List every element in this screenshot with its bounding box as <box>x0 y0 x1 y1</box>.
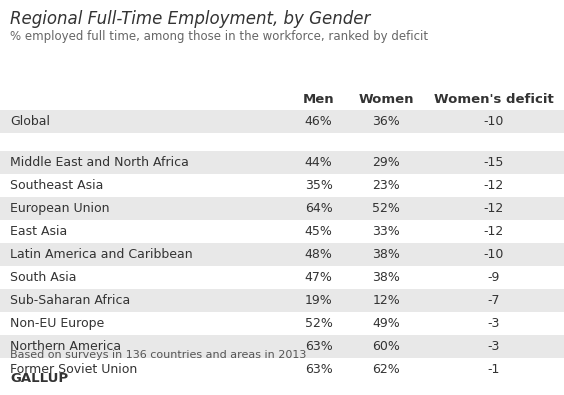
Text: 63%: 63% <box>305 340 333 353</box>
Text: -12: -12 <box>483 179 504 192</box>
Text: GALLUP: GALLUP <box>10 372 68 385</box>
Text: -12: -12 <box>483 202 504 215</box>
Text: Global: Global <box>10 115 50 128</box>
Text: 62%: 62% <box>372 363 400 376</box>
Text: Latin America and Caribbean: Latin America and Caribbean <box>10 248 193 261</box>
Text: -1: -1 <box>487 363 500 376</box>
Text: Based on surveys in 136 countries and areas in 2013: Based on surveys in 136 countries and ar… <box>10 350 306 360</box>
Text: 19%: 19% <box>305 294 333 307</box>
Text: Middle East and North Africa: Middle East and North Africa <box>10 156 189 169</box>
Text: 38%: 38% <box>372 271 400 284</box>
Text: Sub-Saharan Africa: Sub-Saharan Africa <box>10 294 130 307</box>
Text: 36%: 36% <box>372 115 400 128</box>
Bar <box>0 335 564 358</box>
Text: Non-EU Europe: Non-EU Europe <box>10 317 104 330</box>
Text: 64%: 64% <box>305 202 333 215</box>
Text: Regional Full-Time Employment, by Gender: Regional Full-Time Employment, by Gender <box>10 10 371 28</box>
Text: 12%: 12% <box>372 294 400 307</box>
Text: -3: -3 <box>487 317 500 330</box>
Text: -10: -10 <box>483 248 504 261</box>
Text: 52%: 52% <box>372 202 400 215</box>
Text: 46%: 46% <box>305 115 333 128</box>
Text: 44%: 44% <box>305 156 333 169</box>
Text: -10: -10 <box>483 115 504 128</box>
Text: 33%: 33% <box>372 225 400 238</box>
Text: Former Soviet Union: Former Soviet Union <box>10 363 138 376</box>
Text: 63%: 63% <box>305 363 333 376</box>
Text: -9: -9 <box>487 271 500 284</box>
Text: -7: -7 <box>487 294 500 307</box>
Bar <box>0 243 564 266</box>
Bar <box>0 151 564 174</box>
Text: 60%: 60% <box>372 340 400 353</box>
Text: 49%: 49% <box>372 317 400 330</box>
Text: -15: -15 <box>483 156 504 169</box>
Text: Women: Women <box>359 93 414 106</box>
Text: South Asia: South Asia <box>10 271 77 284</box>
Text: % employed full time, among those in the workforce, ranked by deficit: % employed full time, among those in the… <box>10 30 428 43</box>
Text: 35%: 35% <box>305 179 333 192</box>
Text: Men: Men <box>303 93 334 106</box>
Text: 48%: 48% <box>305 248 333 261</box>
Text: Women's deficit: Women's deficit <box>434 93 553 106</box>
Bar <box>0 289 564 312</box>
Bar <box>0 197 564 220</box>
Text: Southeast Asia: Southeast Asia <box>10 179 104 192</box>
Text: 38%: 38% <box>372 248 400 261</box>
Text: -3: -3 <box>487 340 500 353</box>
Text: Northern America: Northern America <box>10 340 121 353</box>
Text: 47%: 47% <box>305 271 333 284</box>
Text: European Union: European Union <box>10 202 109 215</box>
Text: 29%: 29% <box>372 156 400 169</box>
Text: 23%: 23% <box>372 179 400 192</box>
Text: 45%: 45% <box>305 225 333 238</box>
Bar <box>0 110 564 133</box>
Text: 52%: 52% <box>305 317 333 330</box>
Text: -12: -12 <box>483 225 504 238</box>
Text: East Asia: East Asia <box>10 225 68 238</box>
